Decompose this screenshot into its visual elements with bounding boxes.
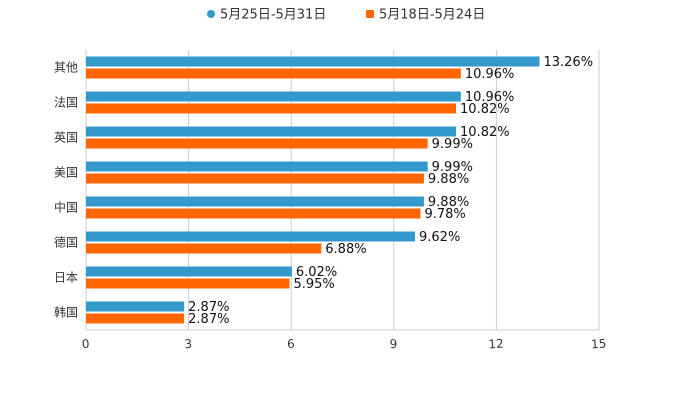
bar-series-1[interactable] [86, 231, 416, 242]
bar-series-1[interactable] [86, 56, 540, 67]
x-tick-label: 9 [389, 337, 398, 351]
category-label: 德国 [54, 235, 78, 250]
legend-marker-series-2[interactable] [366, 10, 374, 18]
legend-marker-series-1[interactable] [207, 10, 215, 18]
legend-label[interactable]: 5月25日-5月31日 [220, 8, 326, 23]
x-tick-label: 15 [591, 336, 607, 351]
data-label: 2.87% [188, 300, 229, 315]
category-label: 英国 [54, 131, 78, 145]
data-label: 6.88% [325, 242, 366, 257]
bar-series-1[interactable] [86, 161, 428, 172]
data-label: 10.82% [460, 102, 510, 117]
bars [86, 56, 540, 324]
bar-series-1[interactable] [86, 266, 292, 277]
data-label: 13.26% [543, 55, 593, 70]
data-label: 9.88% [428, 195, 469, 210]
category-label: 韩国 [54, 305, 78, 320]
legend: 5月25日-5月31日 5月18日-5月24日 [207, 8, 485, 23]
bar-series-2[interactable] [86, 278, 290, 289]
x-tick-label: 6 [287, 337, 296, 351]
data-label: 10.96% [465, 90, 515, 105]
category-label: 其他 [54, 61, 78, 75]
bar-series-1[interactable] [86, 196, 424, 207]
category-label: 美国 [54, 166, 78, 180]
bar-series-2[interactable] [86, 68, 461, 79]
data-label: 9.62% [419, 230, 460, 245]
x-tick-label: 0 [81, 337, 90, 351]
bar-series-2[interactable] [86, 208, 421, 219]
data-label: 10.82% [460, 125, 510, 140]
x-tick-label: 3 [184, 337, 193, 351]
labels: 13.26%10.96%10.96%10.82%10.82%9.99%9.99%… [188, 55, 593, 327]
x-tick-label: 12 [488, 336, 504, 351]
bar-series-2[interactable] [86, 173, 424, 184]
bar-series-1[interactable] [86, 91, 461, 102]
data-label: 9.99% [432, 137, 473, 152]
bar-series-2[interactable] [86, 243, 322, 254]
data-label: 9.88% [428, 172, 469, 187]
bar-series-1[interactable] [86, 301, 185, 312]
bar-series-2[interactable] [86, 138, 428, 149]
data-label: 2.87% [188, 312, 229, 327]
data-label: 6.02% [296, 265, 337, 280]
data-label: 10.96% [465, 67, 515, 82]
data-label: 5.95% [293, 277, 334, 292]
category-label: 法国 [54, 96, 78, 110]
legend-label[interactable]: 5月18日-5月24日 [379, 8, 485, 23]
bar-series-1[interactable] [86, 126, 457, 137]
category-label: 中国 [54, 200, 78, 215]
bar-series-2[interactable] [86, 313, 185, 324]
data-label: 9.78% [424, 207, 465, 222]
category-label: 日本 [54, 271, 78, 285]
data-label: 9.99% [432, 160, 473, 175]
bar-series-2[interactable] [86, 103, 457, 114]
